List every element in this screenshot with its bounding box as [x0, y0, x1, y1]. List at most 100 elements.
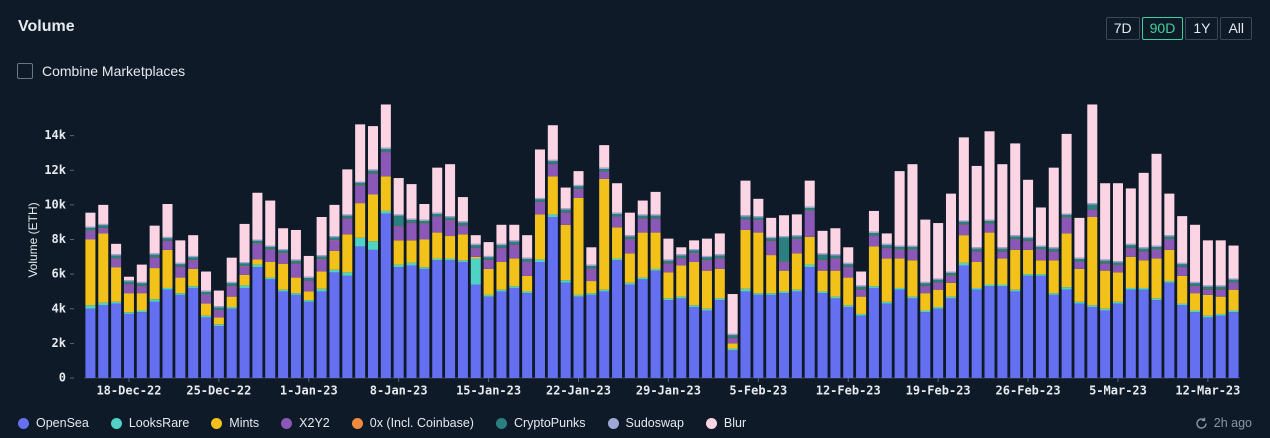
- bar-segment: [1125, 256, 1136, 288]
- bar-segment: [1010, 235, 1021, 237]
- bar-segment: [1190, 283, 1201, 286]
- bar-segment: [111, 258, 122, 268]
- bar-segment: [367, 241, 379, 250]
- x-tick-label: 8-Jan-23: [370, 384, 428, 398]
- bar-segment: [329, 240, 340, 251]
- bar-segment: [766, 255, 777, 294]
- bar-segment: [85, 239, 96, 306]
- bar-segment: [843, 264, 854, 267]
- range-button[interactable]: 7D: [1105, 17, 1140, 40]
- bar-segment: [1164, 249, 1175, 282]
- bar-segment: [714, 258, 725, 269]
- bar-segment: [342, 218, 353, 235]
- bar-segment: [1177, 303, 1188, 306]
- bar-segment: [1190, 224, 1201, 282]
- legend-swatch: [495, 417, 507, 429]
- bar-segment: [612, 227, 623, 259]
- bar-segment: [1177, 275, 1188, 304]
- bar-segment: [547, 216, 558, 378]
- bar-segment: [933, 223, 944, 279]
- bar-segment: [650, 268, 661, 271]
- bar-segment: [1190, 286, 1201, 294]
- bar-segment: [624, 284, 635, 378]
- bar-segment: [714, 268, 725, 299]
- bar-segment: [1010, 289, 1021, 292]
- bar-segment: [945, 271, 957, 273]
- bar-segment: [958, 137, 969, 221]
- bar-segment: [278, 253, 289, 264]
- bar-segment: [367, 173, 379, 195]
- bar-segment: [329, 250, 340, 270]
- bar-segment: [984, 220, 995, 224]
- legend-item[interactable]: Sudoswap: [607, 416, 684, 430]
- bar-segment: [111, 243, 122, 255]
- bar-segment: [573, 186, 584, 189]
- bar-segment: [997, 251, 1008, 259]
- bar-segment: [856, 285, 867, 287]
- bar-segment: [612, 214, 623, 217]
- bar-segment: [188, 255, 199, 258]
- bar-segment: [201, 271, 212, 291]
- legend-item[interactable]: 0x (Incl. Coinbase): [351, 416, 474, 430]
- bar-segment: [701, 270, 712, 309]
- bar-segment: [894, 171, 905, 246]
- legend-swatch: [281, 417, 293, 429]
- range-button[interactable]: 1Y: [1185, 17, 1219, 40]
- bar-segment: [881, 301, 892, 304]
- bar-segment: [509, 287, 520, 378]
- bar-segment: [1138, 172, 1149, 248]
- x-tick-label: 12-Feb-23: [816, 384, 881, 398]
- bar-segment: [1164, 239, 1175, 250]
- bar-segment: [445, 164, 456, 217]
- bar-segment: [1215, 285, 1226, 287]
- bar-segment: [380, 176, 391, 211]
- x-tick-label: 1-Jan-23: [280, 384, 338, 398]
- bar-segment: [226, 286, 237, 297]
- bar-segment: [753, 198, 764, 217]
- bar-segment: [894, 287, 905, 290]
- bar-segment: [226, 283, 237, 286]
- bar-segment: [380, 213, 391, 378]
- bar-segment: [342, 234, 353, 273]
- combine-toggle[interactable]: Combine Marketplaces: [17, 63, 185, 79]
- legend-item[interactable]: Blur: [705, 416, 746, 430]
- bar-segment: [599, 291, 610, 378]
- bar-segment: [958, 221, 969, 225]
- bar-segment: [599, 169, 610, 172]
- legend-item[interactable]: LooksRare: [110, 416, 189, 430]
- bar-segment: [1125, 188, 1136, 244]
- bar-segment: [509, 286, 520, 288]
- range-button[interactable]: All: [1220, 17, 1252, 40]
- bar-segment: [907, 249, 918, 261]
- bar-segment: [496, 245, 507, 248]
- legend-item[interactable]: X2Y2: [281, 416, 330, 430]
- legend-item[interactable]: OpenSea: [18, 416, 89, 430]
- y-axis-label: Volume (ETH): [26, 202, 40, 277]
- bar-segment: [1202, 286, 1213, 290]
- bar-segment: [920, 293, 931, 311]
- bar-segment: [740, 288, 751, 292]
- bar-segment: [753, 216, 764, 218]
- bar-segment: [663, 260, 674, 264]
- bar-segment: [1023, 236, 1034, 239]
- bar-segment: [830, 254, 841, 256]
- bar-segment: [971, 287, 982, 290]
- bar-segment: [689, 253, 700, 263]
- checkbox[interactable]: [17, 63, 33, 79]
- bar-segment: [85, 230, 96, 240]
- legend-item[interactable]: CryptoPunks: [495, 416, 586, 430]
- bar-segment: [483, 255, 494, 258]
- bar-segment: [804, 207, 815, 211]
- bar-segment: [342, 272, 353, 276]
- bar-segment: [496, 289, 507, 292]
- bar-segment: [843, 277, 854, 306]
- bar-segment: [650, 191, 661, 215]
- bar-segment: [804, 264, 815, 268]
- legend-item[interactable]: Mints: [211, 416, 259, 430]
- bar-segment: [342, 214, 353, 216]
- bar-segment: [188, 257, 199, 260]
- bar-segment: [419, 204, 430, 220]
- bar-segment: [213, 310, 224, 318]
- bar-segment: [290, 277, 301, 294]
- range-button[interactable]: 90D: [1141, 17, 1184, 40]
